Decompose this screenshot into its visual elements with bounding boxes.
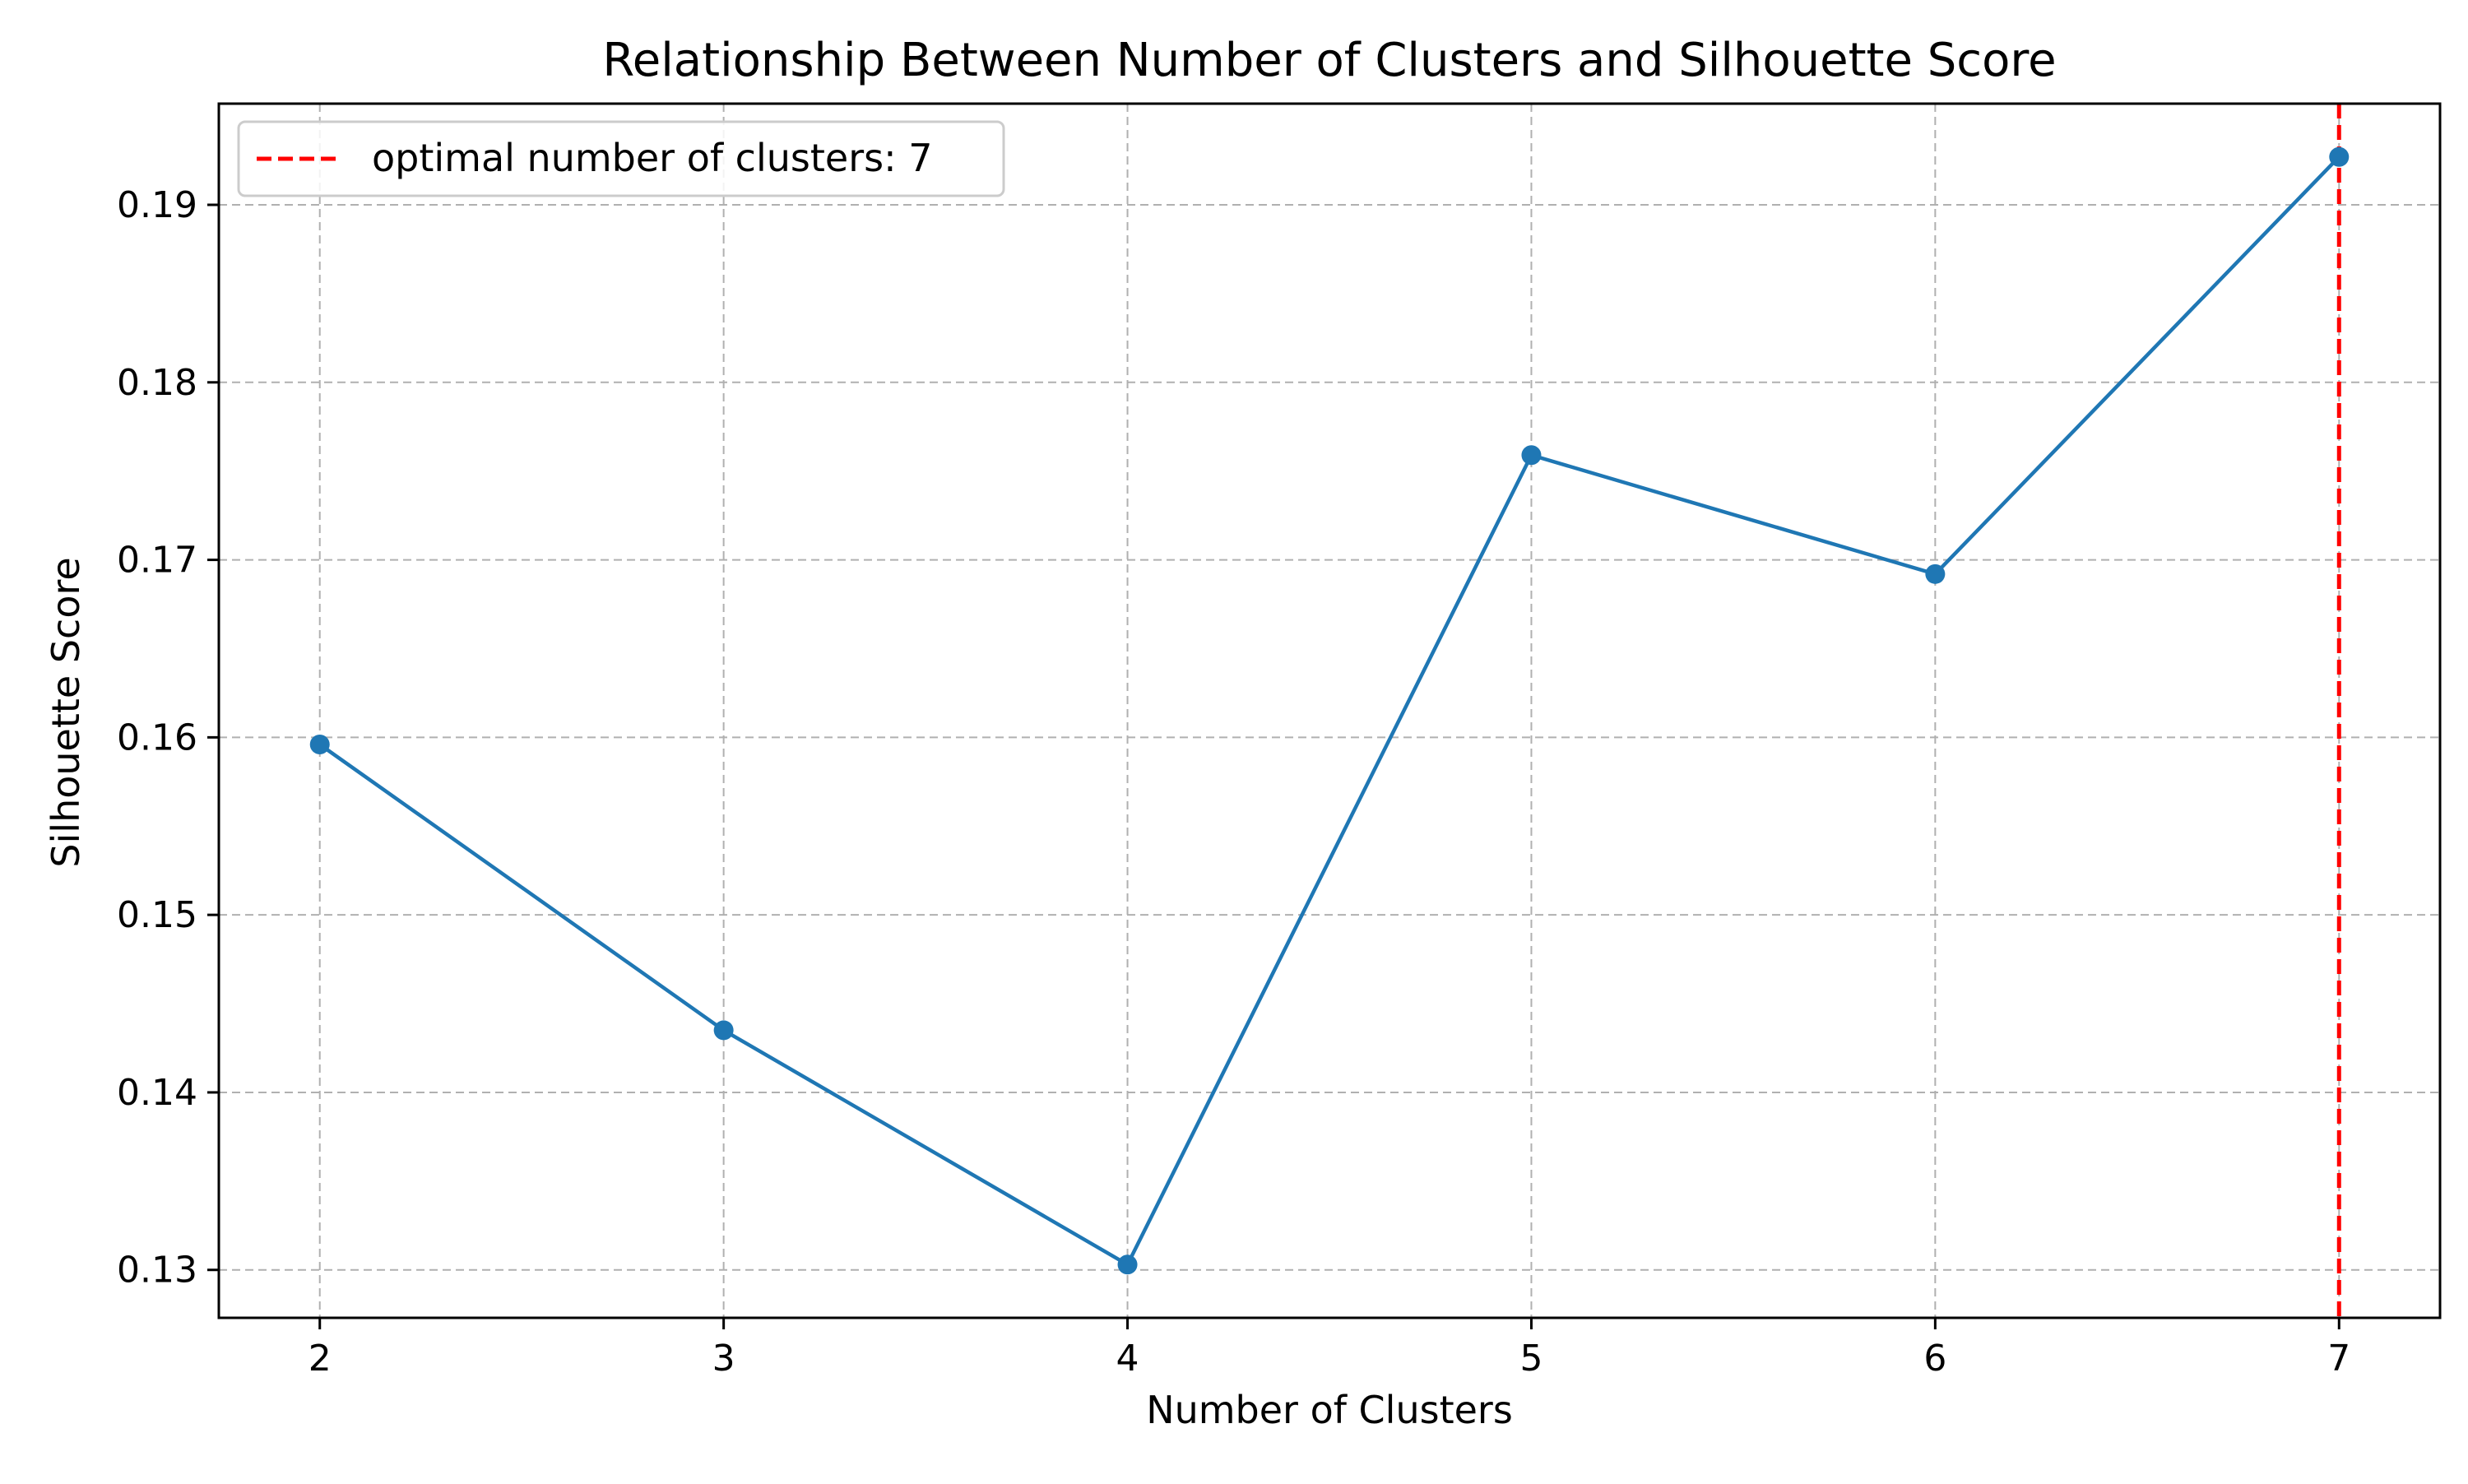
- y-tick-label: 0.14: [117, 1072, 197, 1114]
- data-series: [309, 146, 2350, 1275]
- chart-title: Relationship Between Number of Clusters …: [602, 34, 2056, 87]
- data-point-marker: [713, 1020, 734, 1041]
- y-tick-label: 0.15: [117, 894, 197, 936]
- x-tick-label: 3: [712, 1338, 735, 1380]
- y-tick-label: 0.16: [117, 716, 197, 758]
- y-tick-label: 0.13: [117, 1250, 197, 1292]
- data-point-marker: [1925, 563, 1946, 584]
- grid-lines: [219, 104, 2440, 1318]
- y-tick-label: 0.19: [117, 184, 197, 226]
- data-point-marker: [1117, 1254, 1138, 1275]
- x-tick-label: 5: [1519, 1338, 1542, 1380]
- legend-box: [237, 120, 1005, 197]
- legend: optimal number of clusters: 7: [237, 120, 1005, 197]
- x-tick-label: 7: [2327, 1338, 2350, 1380]
- legend-label: optimal number of clusters: 7: [372, 136, 932, 180]
- x-tick-label: 6: [1923, 1338, 1946, 1380]
- y-tick-label: 0.17: [117, 540, 197, 582]
- x-tick-label: 4: [1116, 1338, 1139, 1380]
- series-line: [318, 155, 2340, 1267]
- plot-area-frame: [217, 102, 2442, 1319]
- y-axis-label: Silhouette Score: [44, 557, 88, 867]
- y-tick-label: 0.18: [117, 362, 197, 404]
- data-point-marker: [1521, 445, 1542, 466]
- y-axis-ticks: 0.13 0.14 0.15 0.16 0.17 0.18 0.19: [117, 184, 219, 1292]
- x-axis-ticks: 2 3 4 5 6 7: [308, 1318, 2350, 1380]
- data-point-marker: [2329, 146, 2350, 167]
- x-tick-label: 2: [308, 1338, 332, 1380]
- data-point-marker: [309, 735, 330, 754]
- x-axis-label: Number of Clusters: [1146, 1388, 1513, 1432]
